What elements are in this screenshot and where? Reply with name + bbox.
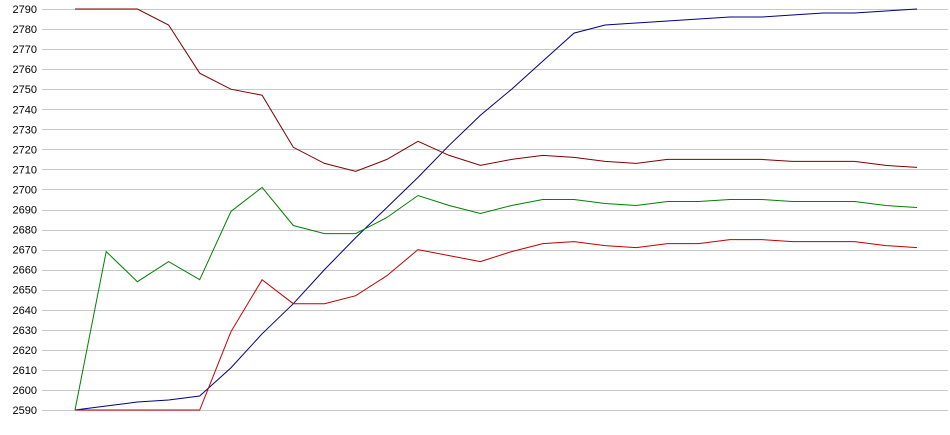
- y-tick-label: 2650: [13, 285, 37, 297]
- y-tick-label: 2700: [13, 184, 37, 196]
- series-lines: [74, 8, 918, 411]
- y-tick-label: 2790: [13, 4, 37, 16]
- y-tick-label: 2770: [13, 44, 37, 56]
- y-tick-label: 2740: [13, 104, 37, 116]
- y-tick-label: 2730: [13, 124, 37, 136]
- series-line-2: [75, 8, 918, 172]
- y-tick-label: 2630: [13, 325, 37, 337]
- y-tick-label: 2720: [13, 144, 37, 156]
- y-tick-label: 2620: [13, 345, 37, 357]
- y-tick-label: 2690: [13, 205, 37, 217]
- y-tick-label: 2590: [13, 405, 37, 417]
- gridlines: [42, 9, 948, 411]
- series-line-3: [74, 186, 918, 411]
- y-tick-label: 2610: [13, 365, 37, 377]
- y-tick-label: 2750: [13, 84, 37, 96]
- y-tick-label: 2600: [13, 385, 37, 397]
- series-line-4: [75, 239, 918, 411]
- y-tick-label: 2680: [13, 225, 37, 237]
- y-tick-label: 2670: [13, 245, 37, 257]
- y-tick-label: 2710: [13, 164, 37, 176]
- series-line-1: [74, 8, 918, 411]
- y-tick-label: 2640: [13, 305, 37, 317]
- y-tick-label: 2760: [13, 64, 37, 76]
- y-axis-tick-labels: 2590 2600 2610 2620 2630 2640 2650 2660 2670 2680…: [13, 4, 37, 417]
- y-tick-label: 2660: [13, 265, 37, 277]
- y-tick-label: 2780: [13, 24, 37, 36]
